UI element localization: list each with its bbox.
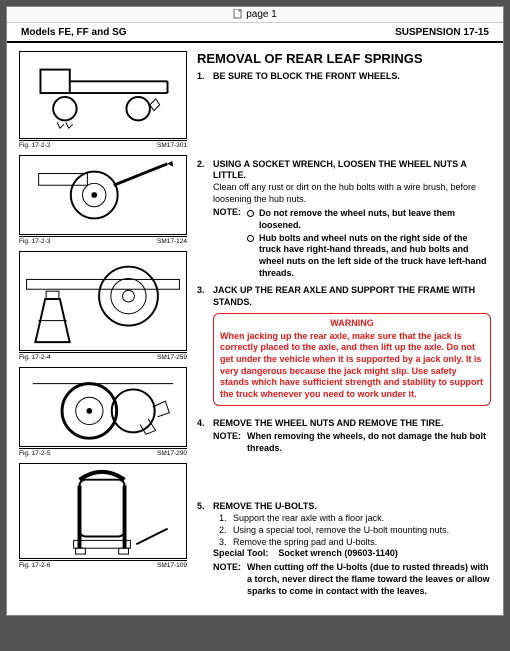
- figure-1-id: Fig. 17-2-2: [19, 142, 50, 149]
- step-1: 1. BE SURE TO BLOCK THE FRONT WHEELS.: [197, 71, 491, 83]
- step-1-heading: BE SURE TO BLOCK THE FRONT WHEELS.: [213, 71, 491, 83]
- step-2-note-bullet-1: Do not remove the wheel nuts, but leave …: [259, 208, 491, 231]
- step-5-tool: Special Tool: Socket wrench (09603-1140): [213, 548, 491, 560]
- step-2-note: NOTE: Do not remove the wheel nuts, but …: [213, 207, 491, 279]
- bullet-icon: [247, 208, 259, 231]
- warning-title: WARNING: [220, 318, 484, 330]
- page-icon: [233, 9, 243, 19]
- step-3: 3. JACK UP THE REAR AXLE AND SUPPORT THE…: [197, 285, 491, 411]
- step-5-sub-1: Support the rear axle with a floor jack.: [233, 513, 384, 525]
- figure-4-id: Fig. 17-2-5: [19, 450, 50, 457]
- figure-3-code: SM17-259: [157, 354, 187, 361]
- step-4-note-text: When removing the wheels, do not damage …: [247, 431, 486, 453]
- tool-label: Special Tool:: [213, 548, 268, 558]
- tool-value: Socket wrench (09603-1140): [278, 548, 398, 558]
- note-label: NOTE:: [213, 562, 247, 597]
- step-4-heading: REMOVE THE WHEEL NUTS AND REMOVE THE TIR…: [213, 418, 491, 430]
- figure-3-caption: Fig. 17-2-4 SM17-259: [19, 352, 187, 361]
- step-1-number: 1.: [197, 71, 213, 83]
- figure-2-caption: Fig. 17-2-3 SM17-124: [19, 236, 187, 245]
- section-title: REMOVAL OF REAR LEAF SPRINGS: [197, 51, 491, 68]
- figure-3-id: Fig. 17-2-4: [19, 354, 50, 361]
- step-5-heading: REMOVE THE U-BOLTS.: [213, 501, 491, 513]
- page-number-tab: page 1: [7, 7, 503, 23]
- step-4: 4. REMOVE THE WHEEL NUTS AND REMOVE THE …: [197, 418, 491, 455]
- figure-1-code: SM17-301: [157, 142, 187, 149]
- step-5-note-text: When cutting off the U-bolts (due to rus…: [247, 562, 490, 595]
- step-2-note-bullet-2: Hub bolts and wheel nuts on the right si…: [259, 233, 491, 280]
- step-2-number: 2.: [197, 159, 213, 280]
- figure-2-id: Fig. 17-2-3: [19, 238, 50, 245]
- note-label: NOTE:: [213, 431, 247, 454]
- warning-text: When jacking up the rear axle, make sure…: [220, 331, 484, 401]
- figure-4-code: SM17-290: [157, 450, 187, 457]
- figure-4-caption: Fig. 17-2-5 SM17-290: [19, 448, 187, 457]
- figure-3: [19, 251, 187, 351]
- document-header: Models FE, FF and SG SUSPENSION 17-15: [7, 23, 503, 43]
- figure-2-code: SM17-124: [157, 238, 187, 245]
- step-5-sub-3: Remove the spring pad and U-bolts.: [233, 537, 377, 549]
- step-2: 2. USING A SOCKET WRENCH, LOOSEN THE WHE…: [197, 159, 491, 280]
- figure-column: Fig. 17-2-2 SM17-301 Fig. 17-2-3 SM17-12…: [19, 51, 187, 603]
- step-2-heading: USING A SOCKET WRENCH, LOOSEN THE WHEEL …: [213, 159, 491, 182]
- figure-5-id: Fig. 17-2-6: [19, 562, 50, 569]
- step-5: 5. REMOVE THE U-BOLTS. 1.Support the rea…: [197, 501, 491, 598]
- step-2-text: Clean off any rust or dirt on the hub bo…: [213, 182, 491, 205]
- page: page 1 Models FE, FF and SG SUSPENSION 1…: [6, 6, 504, 616]
- step-5-sub-2: Using a special tool, remove the U-bolt …: [233, 525, 449, 537]
- figure-5-code: SM17-109: [157, 562, 187, 569]
- figure-1: [19, 51, 187, 139]
- figure-2: [19, 155, 187, 235]
- figure-5: [19, 463, 187, 559]
- figure-1-caption: Fig. 17-2-2 SM17-301: [19, 140, 187, 149]
- header-models: Models FE, FF and SG: [21, 27, 127, 38]
- step-5-sublist: 1.Support the rear axle with a floor jac…: [219, 513, 491, 548]
- step-5-number: 5.: [197, 501, 213, 598]
- step-4-number: 4.: [197, 418, 213, 455]
- page-number-label: page 1: [246, 9, 277, 20]
- bullet-icon: [247, 233, 259, 280]
- step-3-heading: JACK UP THE REAR AXLE AND SUPPORT THE FR…: [213, 285, 491, 308]
- figure-5-caption: Fig. 17-2-6 SM17-109: [19, 560, 187, 569]
- text-column: REMOVAL OF REAR LEAF SPRINGS 1. BE SURE …: [197, 51, 491, 603]
- step-5-note: NOTE: When cutting off the U-bolts (due …: [213, 562, 491, 597]
- step-4-note: NOTE: When removing the wheels, do not d…: [213, 431, 491, 454]
- warning-box: WARNING When jacking up the rear axle, m…: [213, 313, 491, 406]
- header-section: SUSPENSION 17-15: [395, 27, 489, 38]
- step-3-number: 3.: [197, 285, 213, 411]
- figure-4: [19, 367, 187, 447]
- main-content: Fig. 17-2-2 SM17-301 Fig. 17-2-3 SM17-12…: [7, 43, 503, 615]
- note-label: NOTE:: [213, 207, 247, 279]
